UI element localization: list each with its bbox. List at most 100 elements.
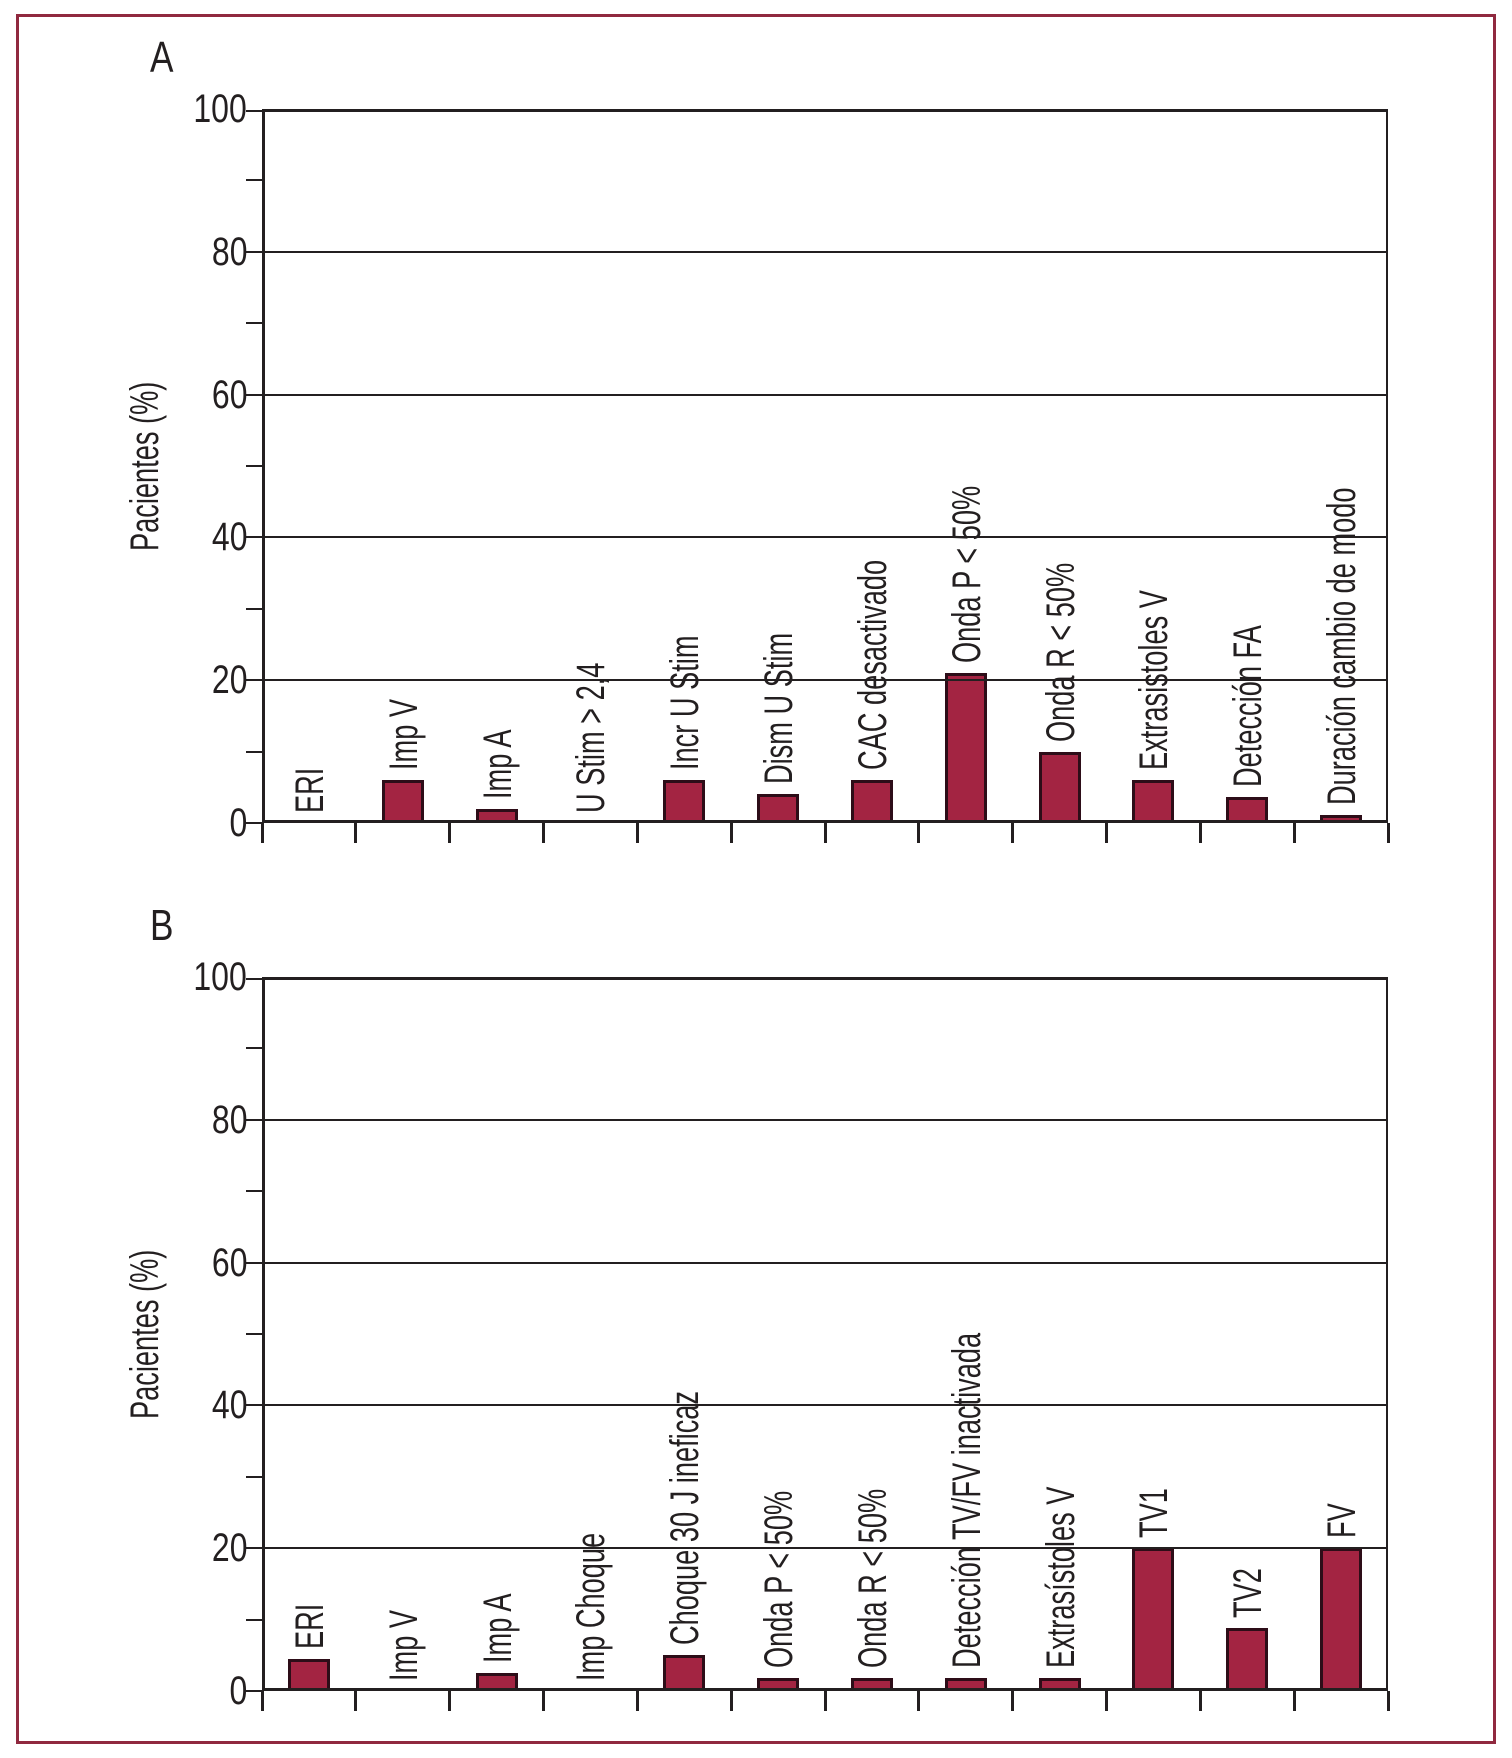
x-axis-tick (448, 1691, 452, 1711)
category-label: Onda R < 50% (1038, 562, 1083, 742)
category-label: TV2 (1226, 1568, 1271, 1619)
y-axis-tick-50 (246, 465, 262, 467)
panel-a-plot: ERI Imp V Imp A U Stim > 2,4 Incr U Stim Dism… (246, 109, 1390, 843)
y-tick-label-80: 80 (105, 232, 247, 272)
y-axis-tick-90 (246, 179, 262, 182)
panel-b-letter-text: B (150, 901, 174, 950)
y-tick-label-text: 20 (211, 1526, 247, 1571)
gridline-40 (262, 1404, 1388, 1407)
bar-cac-desactivado (850, 780, 893, 823)
x-axis-tick (917, 1691, 921, 1711)
bar-fv (1320, 1548, 1363, 1691)
category-label: CAC desactivado (850, 560, 895, 771)
y-tick-label-text: 40 (211, 1383, 247, 1428)
plot-right-border (1386, 977, 1388, 1691)
x-axis-tick (542, 1691, 545, 1711)
category-label: Imp V (381, 1609, 426, 1681)
bar-tv1 (1132, 1548, 1175, 1691)
y-axis-tick-10 (246, 750, 262, 753)
bar-choque-30-j-ineficaz (663, 1655, 706, 1691)
y-axis-tick-60 (246, 393, 262, 396)
bar-tv2 (1226, 1628, 1269, 1691)
y-axis-tick-100 (246, 110, 262, 112)
y-axis-tick-60 (246, 1261, 262, 1264)
y-tick-label-text: 60 (211, 1240, 247, 1285)
figure-border (16, 14, 1496, 1744)
x-axis-tick (1198, 1691, 1202, 1711)
gridline-20 (262, 1547, 1388, 1550)
y-tick-label-40: 40 (105, 1385, 247, 1425)
x-axis-tick (1011, 1691, 1015, 1711)
x-axis-tick (635, 823, 639, 843)
y-axis-tick-20 (246, 1547, 262, 1550)
category-label: Imp Choque (569, 1532, 614, 1681)
category-label: ERI (287, 767, 332, 813)
gridline-60 (262, 1261, 1388, 1264)
category-label: Imp A (475, 729, 520, 799)
y-tick-label-0: 0 (105, 1671, 247, 1711)
x-axis-tick (1386, 1691, 1390, 1711)
y-tick-label-text: 20 (211, 658, 247, 703)
gridline-80 (262, 1118, 1388, 1121)
x-axis-tick (448, 823, 452, 843)
y-tick-label-text: 0 (229, 1669, 247, 1713)
bar-imp-v (381, 780, 424, 823)
y-axis-tick-0 (246, 822, 262, 824)
y-axis-tick-30 (246, 607, 262, 610)
category-label: Choque 30 J ineficaz (663, 1391, 708, 1646)
y-axis-tick-80 (246, 1118, 262, 1121)
x-axis-tick (1011, 823, 1015, 843)
category-label: U Stim > 2,4 (569, 662, 614, 813)
x-axis-tick (354, 1691, 358, 1711)
x-axis-tick (260, 1691, 264, 1711)
bar-incr-u-stim (663, 780, 706, 823)
bar-dism-u-stim (757, 794, 800, 823)
bar-onda-r-50- (1038, 751, 1081, 823)
y-axis-tick-40 (246, 536, 262, 539)
panel-a-label: A (150, 36, 179, 80)
plot-top-border (262, 977, 1388, 980)
y-tick-label-text: 0 (229, 801, 247, 845)
y-axis-tick-30 (246, 1475, 262, 1478)
plot-top-border (262, 109, 1388, 112)
category-label: Extrasístoles V (1038, 1486, 1083, 1669)
x-axis-tick (823, 823, 827, 843)
y-tick-label-text: 100 (193, 87, 247, 131)
plot-left-axis (262, 109, 265, 823)
gridline-60 (262, 393, 1388, 396)
y-axis-tick-20 (246, 679, 262, 682)
y-tick-label-40: 40 (105, 517, 247, 557)
x-axis-tick (1292, 1691, 1296, 1711)
x-axis-tick (823, 1691, 827, 1711)
y-tick-label-text: 60 (211, 372, 247, 417)
category-label: Detección FA (1226, 625, 1271, 788)
gridline-40 (262, 536, 1388, 539)
plot-right-border (1386, 109, 1388, 823)
category-label: Duración cambio de modo (1320, 487, 1365, 806)
category-label: FV (1320, 1503, 1365, 1539)
plot-left-axis (262, 977, 265, 1691)
x-axis-tick (542, 823, 545, 843)
gridline-20 (262, 679, 1388, 682)
bar-extrasistoles-v (1132, 780, 1175, 823)
x-axis-tick (1198, 823, 1202, 843)
y-axis-tick-100 (246, 978, 262, 980)
category-label: TV1 (1132, 1488, 1177, 1539)
category-label: Dism U Stim (757, 633, 802, 785)
category-label: Imp V (381, 699, 426, 771)
y-tick-label-100: 100 (105, 957, 247, 997)
y-tick-label-text: 80 (211, 1097, 247, 1142)
panel-b-plot: ERI Imp V Imp A Imp Choque Choque 30 J inefi… (246, 977, 1390, 1711)
gridline-80 (262, 250, 1388, 253)
plot-bottom-axis (262, 820, 1388, 823)
y-axis-tick-80 (246, 250, 262, 253)
x-axis-tick (729, 1691, 733, 1711)
x-axis-tick (1386, 823, 1390, 843)
category-label: Onda P < 50% (757, 1490, 802, 1669)
category-label: Imp A (475, 1593, 520, 1664)
category-label: Extrasistoles V (1132, 590, 1177, 771)
y-axis-tick-90 (246, 1047, 262, 1050)
y-tick-label-100: 100 (105, 89, 247, 129)
y-tick-label-text: 100 (193, 955, 247, 999)
